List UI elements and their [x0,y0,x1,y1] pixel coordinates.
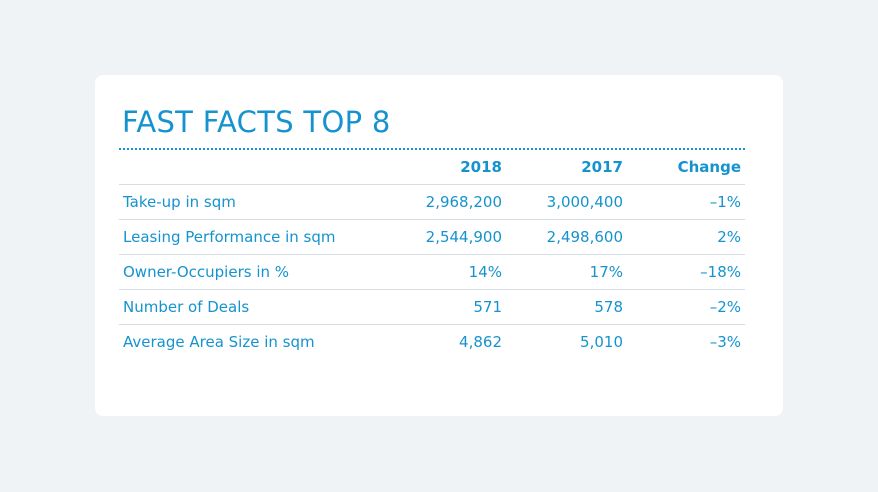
value-2017: 17% [506,254,627,290]
value-2018: 14% [386,254,506,290]
value-2017: 578 [506,289,627,325]
row-label: Average Area Size in sqm [123,333,315,351]
table-row: Take-up in sqm 2,968,200 3,000,400 –1% [119,184,745,220]
row-label: Owner-Occupiers in % [119,254,386,290]
value-2017: 5,010 [580,333,623,351]
value-2018: 4,862 [459,333,502,351]
table-header-row: 2018 2017 Change [119,150,745,185]
value-2018: 2,544,900 [386,219,506,255]
row-label: Take-up in sqm [119,184,386,220]
column-header-2018: 2018 [386,150,506,185]
value-change: –18% [627,254,745,290]
value-change: –3% [709,333,741,351]
fast-facts-card: FAST FACTS TOP 8 2018 2017 Change Take-u… [95,75,783,416]
dotted-divider [119,148,745,150]
column-header-2017: 2017 [506,150,627,185]
column-header-change: Change [627,150,745,185]
value-2017: 3,000,400 [506,184,627,220]
value-2017: 2,498,600 [506,219,627,255]
table-row: Number of Deals 571 578 –2% [119,289,745,325]
value-change: –1% [627,184,745,220]
row-label: Leasing Performance in sqm [119,219,386,255]
table-row: Average Area Size in sqm 4,862 5,010 –3% [119,325,745,360]
table-row: Owner-Occupiers in % 14% 17% –18% [119,254,745,290]
value-2018: 571 [386,289,506,325]
value-change: –2% [627,289,745,325]
facts-table: 2018 2017 Change Take-up in sqm 2,968,20… [119,150,745,359]
value-change: 2% [627,219,745,255]
table-row: Leasing Performance in sqm 2,544,900 2,4… [119,219,745,255]
column-header-label [119,150,386,185]
card-title: FAST FACTS TOP 8 [122,105,391,139]
row-label: Number of Deals [119,289,386,325]
value-2018: 2,968,200 [386,184,506,220]
